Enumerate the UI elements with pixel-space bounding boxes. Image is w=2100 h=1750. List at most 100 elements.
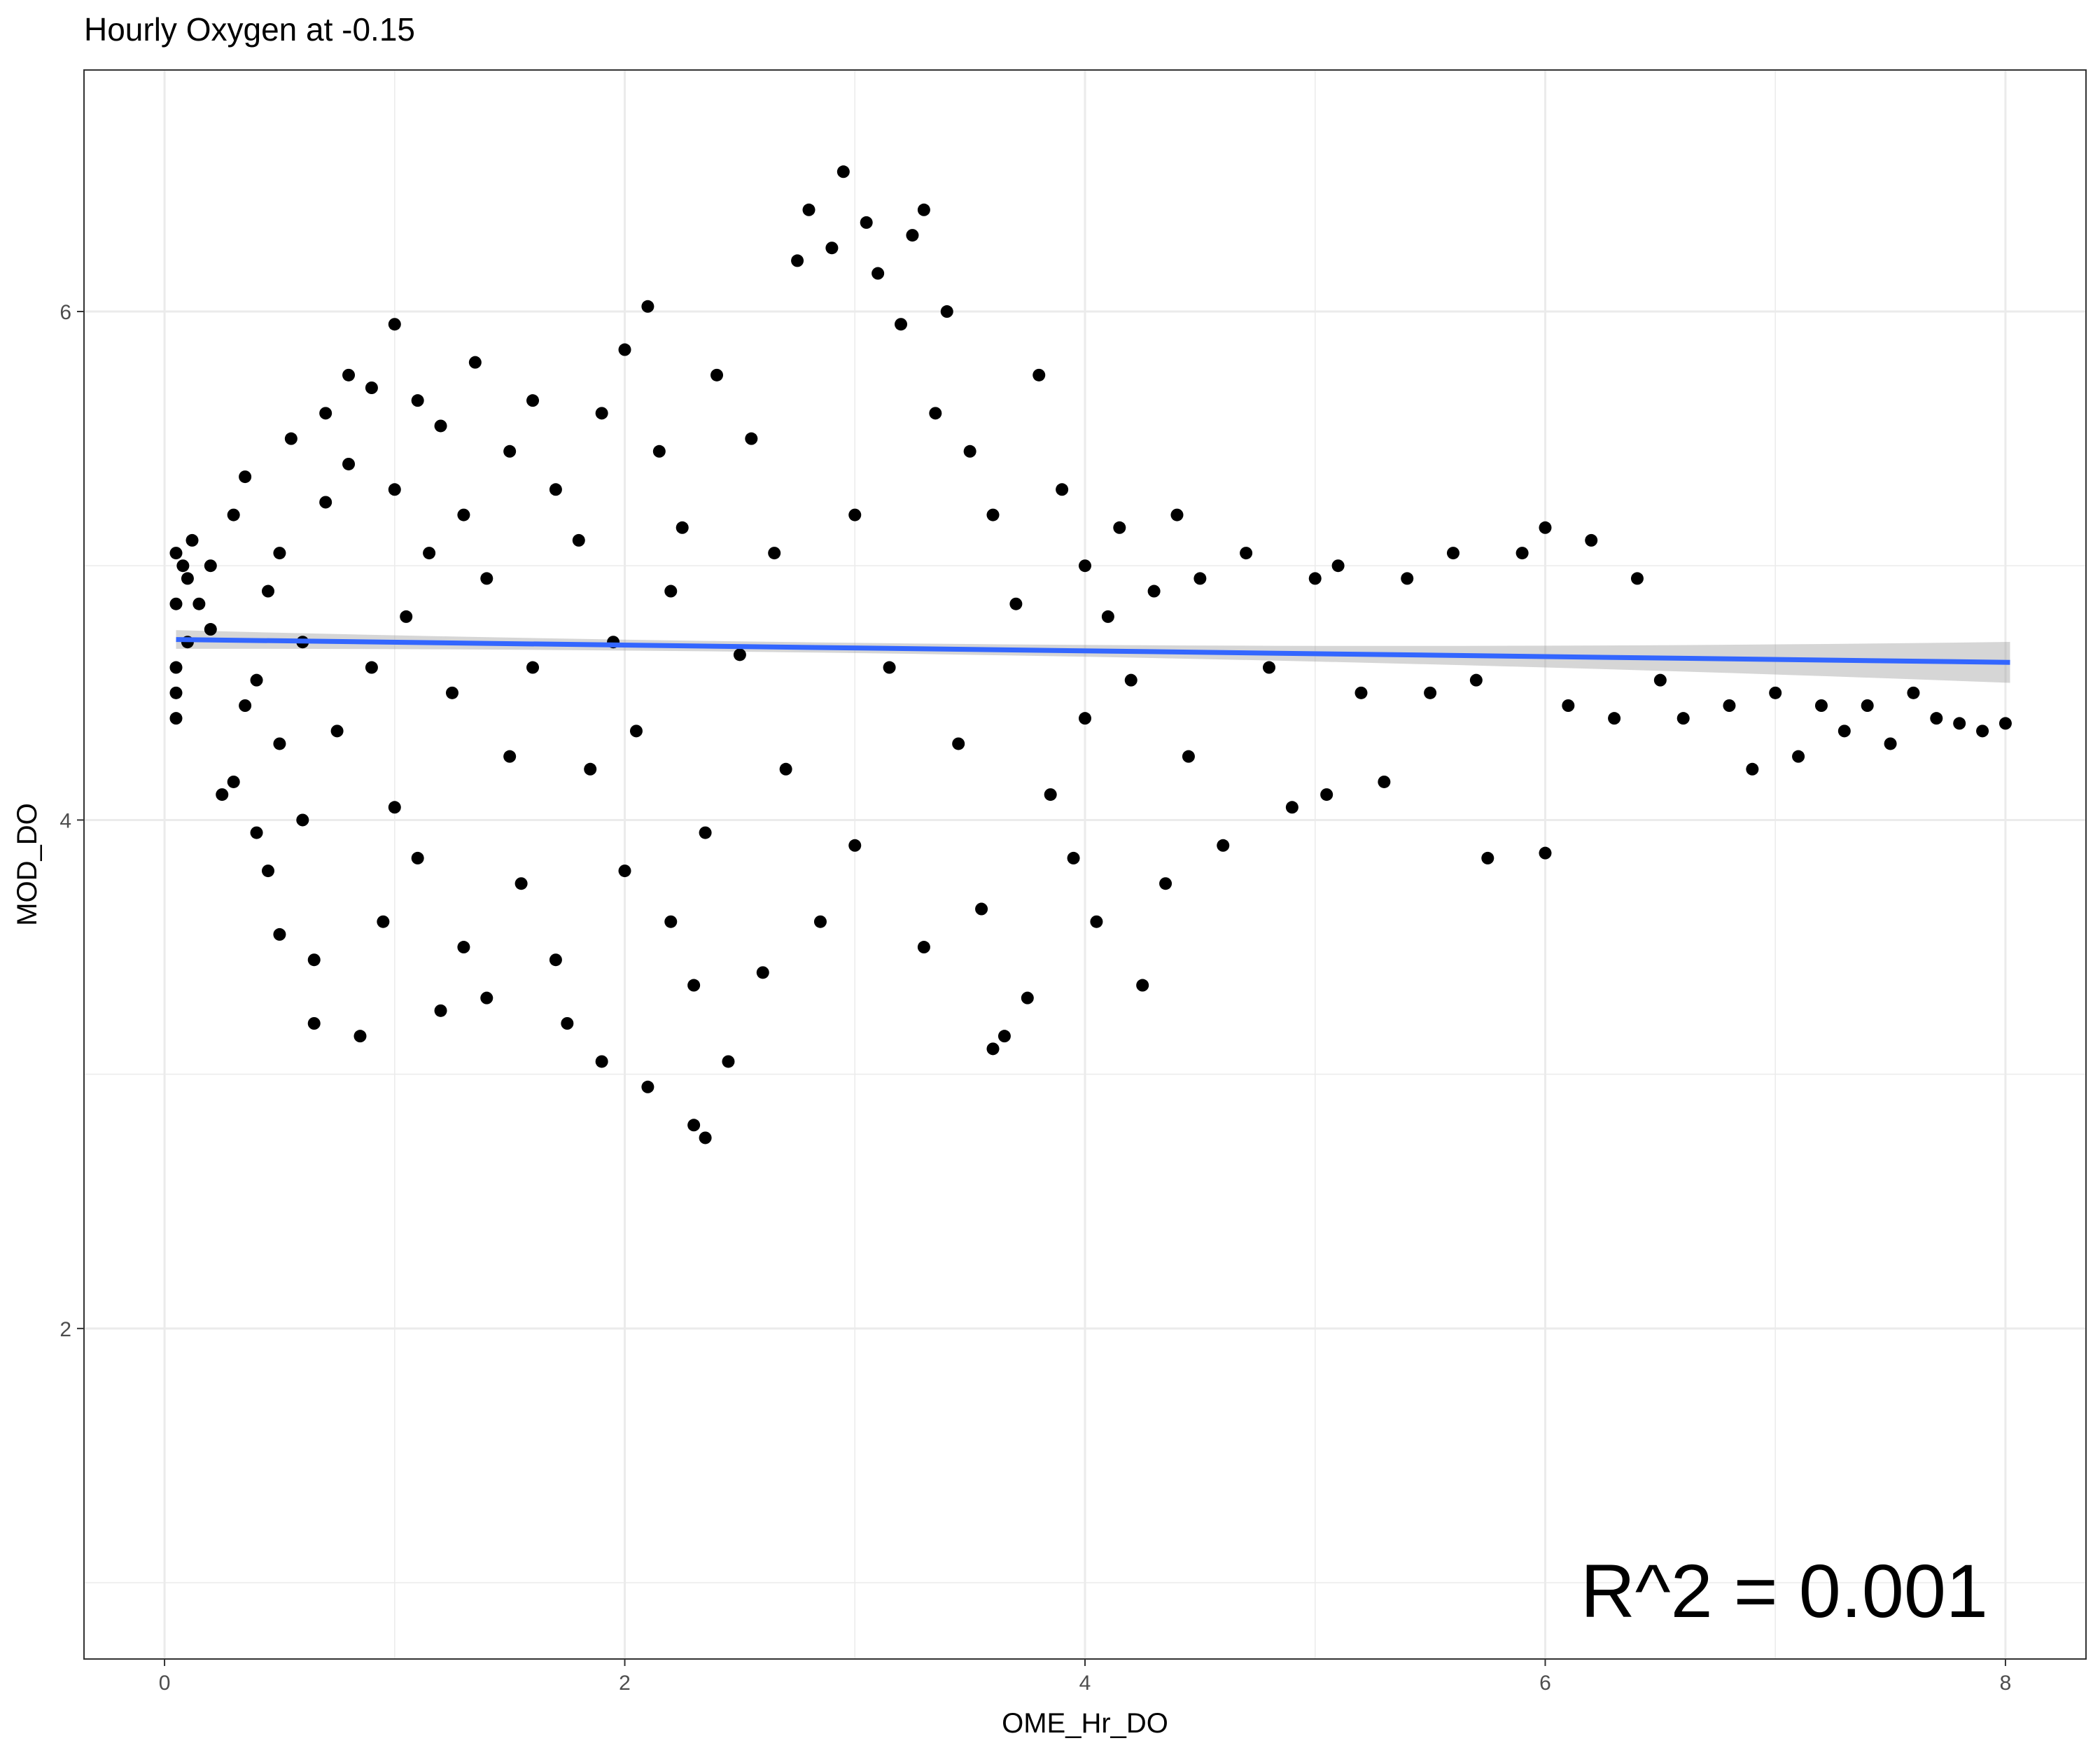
points-layer (169, 165, 2012, 1144)
data-point (526, 661, 540, 674)
data-point (319, 407, 332, 420)
r-squared-annotation: R^2 = 0.001 (1581, 1548, 1988, 1633)
x-tick-label: 6 (1539, 1672, 1551, 1695)
data-point (480, 572, 493, 585)
data-point (1079, 712, 1091, 725)
data-point (756, 966, 769, 979)
data-point (1953, 717, 1966, 730)
data-point (457, 508, 470, 522)
data-point (779, 762, 792, 776)
data-point (1124, 673, 1138, 687)
data-point (1746, 762, 1759, 776)
data-point (1998, 717, 2012, 730)
x-tick-label: 8 (2000, 1672, 2012, 1695)
confidence-band-layer (176, 630, 2010, 683)
data-point (239, 699, 252, 712)
data-point (872, 267, 885, 280)
data-point (1516, 547, 1529, 560)
data-point (1009, 597, 1023, 610)
data-point (388, 483, 401, 496)
data-point (929, 407, 942, 420)
data-point (1217, 839, 1230, 852)
data-point (722, 1055, 735, 1068)
data-point (641, 1080, 654, 1093)
data-point (1136, 979, 1149, 992)
y-tick-label: 6 (59, 301, 71, 324)
data-point (1182, 750, 1195, 763)
data-point (1630, 572, 1644, 585)
data-point (250, 673, 263, 687)
data-point (1021, 991, 1034, 1004)
data-point (1378, 775, 1391, 788)
data-point (480, 991, 493, 1004)
data-point (307, 1017, 321, 1030)
data-point (595, 1055, 608, 1068)
data-point (239, 470, 252, 484)
y-tick-label: 2 (59, 1318, 71, 1341)
data-point (952, 737, 965, 750)
data-point (169, 547, 183, 560)
data-point (733, 648, 746, 662)
data-point (1320, 788, 1334, 802)
data-point (813, 915, 827, 928)
data-point (917, 203, 930, 216)
data-point (204, 623, 217, 636)
data-point (1032, 368, 1046, 382)
data-point (963, 444, 976, 458)
data-point (836, 165, 850, 178)
data-point (423, 547, 436, 560)
data-point (917, 941, 930, 954)
data-point (1723, 699, 1736, 712)
data-point (664, 584, 678, 598)
data-point (1159, 877, 1172, 890)
data-point (1262, 661, 1275, 674)
data-point (561, 1017, 574, 1030)
data-point (883, 661, 896, 674)
data-point (572, 533, 585, 547)
data-point (710, 368, 724, 382)
data-point (227, 775, 240, 788)
x-axis-ticks: 0 2 4 6 8 (159, 1659, 2012, 1695)
chart-title: Hourly Oxygen at -0.15 (84, 11, 415, 48)
data-point (1240, 547, 1253, 560)
fit-line (176, 637, 2010, 665)
data-point (802, 203, 816, 216)
data-point (388, 801, 401, 814)
data-point (445, 686, 458, 699)
data-point (1446, 547, 1460, 560)
data-point (848, 839, 862, 852)
data-point (388, 318, 401, 331)
data-point (169, 686, 183, 699)
data-point (1653, 673, 1667, 687)
data-point (1424, 686, 1437, 699)
data-point (503, 750, 517, 763)
data-point (652, 444, 666, 458)
data-point (1354, 686, 1368, 699)
data-point (997, 1030, 1011, 1043)
data-point (699, 826, 712, 839)
data-point (1608, 712, 1621, 725)
data-point (584, 762, 597, 776)
data-point (1113, 521, 1126, 534)
data-point (227, 508, 240, 522)
data-point (1676, 712, 1690, 725)
data-point (1401, 572, 1414, 585)
data-point (1285, 801, 1298, 814)
fit-line-layer (176, 637, 2010, 665)
data-point (1079, 559, 1091, 573)
data-point (618, 343, 631, 356)
data-point (354, 1030, 367, 1043)
x-tick-label: 2 (619, 1672, 631, 1695)
data-point (434, 1004, 447, 1017)
data-point (192, 597, 206, 610)
data-point (768, 547, 781, 560)
data-point (503, 444, 517, 458)
data-point (457, 941, 470, 954)
data-point (791, 254, 804, 267)
data-point (629, 724, 643, 738)
data-point (261, 864, 274, 878)
data-point (825, 241, 839, 255)
data-point (1814, 699, 1828, 712)
y-axis-title: MOD_DO (12, 803, 43, 926)
